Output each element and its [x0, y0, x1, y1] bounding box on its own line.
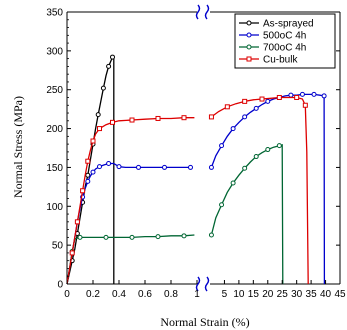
data-point: [303, 103, 307, 107]
data-point: [277, 95, 281, 99]
x-tick-label-left: 0.8: [164, 289, 178, 300]
data-point: [111, 55, 115, 59]
x-tick-label-right: 45: [334, 289, 346, 300]
data-point: [254, 155, 258, 159]
y-tick-label: 250: [46, 85, 63, 96]
x-tick-label-right: 10: [233, 289, 245, 300]
y-tick-label: 0: [57, 280, 63, 291]
data-point: [243, 166, 247, 170]
x-tick-label-right: 30: [291, 289, 303, 300]
data-point: [96, 113, 100, 117]
data-point: [231, 127, 235, 131]
data-point: [156, 235, 160, 239]
data-point: [260, 97, 264, 101]
data-point: [101, 86, 105, 90]
x-tick-label-left: 0.4: [112, 289, 126, 300]
data-point: [78, 235, 82, 239]
data-point: [266, 99, 270, 103]
data-point: [289, 93, 293, 97]
legend-label: As-sprayed: [263, 19, 314, 30]
legend-label: 500oC 4h: [263, 31, 306, 42]
y-tick-label: 200: [46, 124, 63, 135]
series-as-sprayed: [67, 55, 115, 284]
series-line: [211, 98, 308, 285]
data-point: [111, 120, 115, 124]
series-line: [67, 235, 194, 284]
x-tick-label-right: 40: [320, 289, 332, 300]
data-point: [163, 165, 167, 169]
y-tick-label: 350: [46, 8, 63, 19]
y-tick-label: 150: [46, 163, 63, 174]
data-point: [300, 92, 304, 96]
data-point: [220, 203, 224, 207]
data-point: [75, 220, 79, 224]
legend-marker: [247, 57, 251, 61]
data-point: [98, 165, 102, 169]
data-point: [182, 116, 186, 120]
data-point: [209, 165, 213, 169]
legend-marker: [247, 45, 251, 49]
data-point: [220, 144, 224, 148]
data-point: [254, 106, 258, 110]
data-point: [182, 234, 186, 238]
data-point: [137, 165, 141, 169]
legend-label: 700oC 4h: [263, 43, 306, 54]
y-tick-label: 300: [46, 46, 63, 57]
y-tick-label: 50: [52, 241, 64, 252]
data-point: [91, 170, 95, 174]
data-point: [243, 115, 247, 119]
series-line: [211, 145, 282, 284]
data-point: [86, 173, 90, 177]
x-tick-label-left: 0: [64, 289, 70, 300]
x-tick-label-right: 15: [248, 289, 260, 300]
data-point: [225, 105, 229, 109]
x-tick-label-right: 20: [262, 289, 274, 300]
data-point: [91, 139, 95, 143]
data-point: [86, 159, 90, 163]
data-point: [81, 189, 85, 193]
data-point: [117, 165, 121, 169]
y-axis-title: Normal Stress (MPa): [11, 96, 25, 198]
data-point: [277, 144, 281, 148]
series-500oc-4h: [67, 92, 326, 284]
data-point: [156, 116, 160, 120]
legend-marker: [247, 33, 251, 37]
x-tick-label-right: 25: [277, 289, 289, 300]
series-cu-bulk: [67, 95, 308, 284]
data-point: [86, 179, 90, 183]
data-point: [243, 99, 247, 103]
x-tick-label-left: 1: [194, 289, 200, 300]
x-tick-label-left: 0.6: [138, 289, 152, 300]
legend-label: Cu-bulk: [263, 55, 298, 66]
data-point: [107, 162, 111, 166]
series-layer: [67, 55, 326, 284]
data-point: [107, 64, 111, 68]
axis-break-mark: [206, 277, 209, 291]
data-point: [98, 127, 102, 131]
data-point: [231, 181, 235, 185]
data-point: [130, 235, 134, 239]
data-point: [130, 118, 134, 122]
data-point: [266, 148, 270, 152]
data-point: [104, 235, 108, 239]
y-tick-label: 100: [46, 202, 63, 213]
x-axis-title: Normal Strain (%): [160, 315, 249, 329]
data-point: [295, 95, 299, 99]
legend-marker: [247, 21, 251, 25]
series-line: [67, 118, 194, 284]
x-tick-label-right: 35: [306, 289, 318, 300]
data-point: [70, 251, 74, 255]
axis-break-mark: [206, 5, 209, 19]
data-point: [312, 92, 316, 96]
data-point: [209, 233, 213, 237]
x-tick-label-right: 5: [222, 289, 228, 300]
data-point: [209, 115, 213, 119]
data-point: [322, 94, 326, 98]
data-point: [189, 165, 193, 169]
x-tick-label-left: 0.2: [86, 289, 100, 300]
